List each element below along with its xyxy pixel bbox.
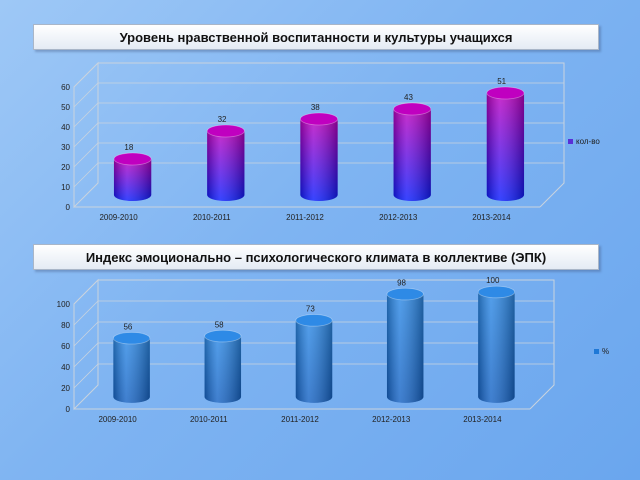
- y-tick-label: 80: [61, 321, 70, 330]
- gridline: [73, 82, 564, 108]
- data-label: 100: [486, 276, 500, 285]
- y-tick-label: 10: [61, 183, 70, 192]
- bar: [206, 124, 245, 201]
- x-tick-label: 2011-2012: [286, 213, 324, 222]
- data-label: 73: [306, 305, 315, 314]
- gridline: [73, 102, 564, 128]
- legend-swatch: [568, 139, 573, 144]
- legend-label: %: [602, 347, 609, 356]
- legend-swatch: [594, 349, 599, 354]
- x-tick-label: 2009-2010: [98, 415, 137, 424]
- x-tick-label: 2012-2013: [372, 415, 411, 424]
- data-label: 43: [404, 93, 413, 102]
- bar: [477, 285, 516, 403]
- bar: [393, 102, 432, 201]
- y-tick-label: 20: [61, 384, 70, 393]
- bar: [113, 152, 152, 201]
- x-tick-label: 2010-2011: [193, 213, 231, 222]
- x-tick-label: 2013-2014: [463, 415, 502, 424]
- data-label: 38: [311, 103, 320, 112]
- bar: [112, 331, 151, 403]
- bar: [486, 86, 525, 201]
- data-label: 32: [218, 115, 227, 124]
- bar: [386, 287, 424, 403]
- chart2-title: Индекс эмоционально – психологического к…: [33, 244, 599, 270]
- bar: [295, 314, 333, 403]
- y-tick-label: 40: [61, 363, 70, 372]
- chart1-title: Уровень нравственной воспитанности и кул…: [33, 24, 599, 50]
- data-label: 18: [124, 143, 133, 152]
- y-tick-label: 60: [61, 83, 70, 92]
- bar: [299, 112, 339, 201]
- x-tick-label: 2013-2014: [472, 213, 511, 222]
- legend: %: [594, 347, 609, 356]
- emotional-climate-chart: 0 20 40 60 80 100 56 2009-2010 58 2010-2011 73 2011…: [57, 276, 609, 424]
- gridline: [73, 62, 564, 88]
- moral-education-chart: 0 10 20 30 40 50 60 18 2009-2010 32 2010-2011 38 201…: [61, 61, 600, 222]
- x-tick-label: 2011-2012: [281, 415, 319, 424]
- data-label: 56: [123, 322, 132, 331]
- y-tick-label: 30: [61, 143, 70, 152]
- gridline: [73, 279, 554, 305]
- y-tick-label: 40: [61, 123, 70, 132]
- legend-label: кол-во: [576, 137, 600, 146]
- y-tick-label: 50: [61, 103, 70, 112]
- y-tick-label: 20: [61, 163, 70, 172]
- legend: кол-во: [568, 137, 600, 146]
- y-tick-label: 60: [61, 342, 70, 351]
- x-tick-label: 2010-2011: [190, 415, 228, 424]
- bar: [204, 329, 242, 403]
- x-tick-label: 2009-2010: [99, 213, 138, 222]
- y-tick-label: 100: [57, 300, 71, 309]
- y-tick-label: 0: [66, 405, 71, 414]
- data-label: 58: [215, 320, 224, 329]
- side-wall: [73, 278, 99, 411]
- data-label: 51: [497, 77, 506, 86]
- x-tick-label: 2012-2013: [379, 213, 418, 222]
- y-tick-label: 0: [66, 203, 71, 212]
- data-label: 98: [397, 278, 406, 287]
